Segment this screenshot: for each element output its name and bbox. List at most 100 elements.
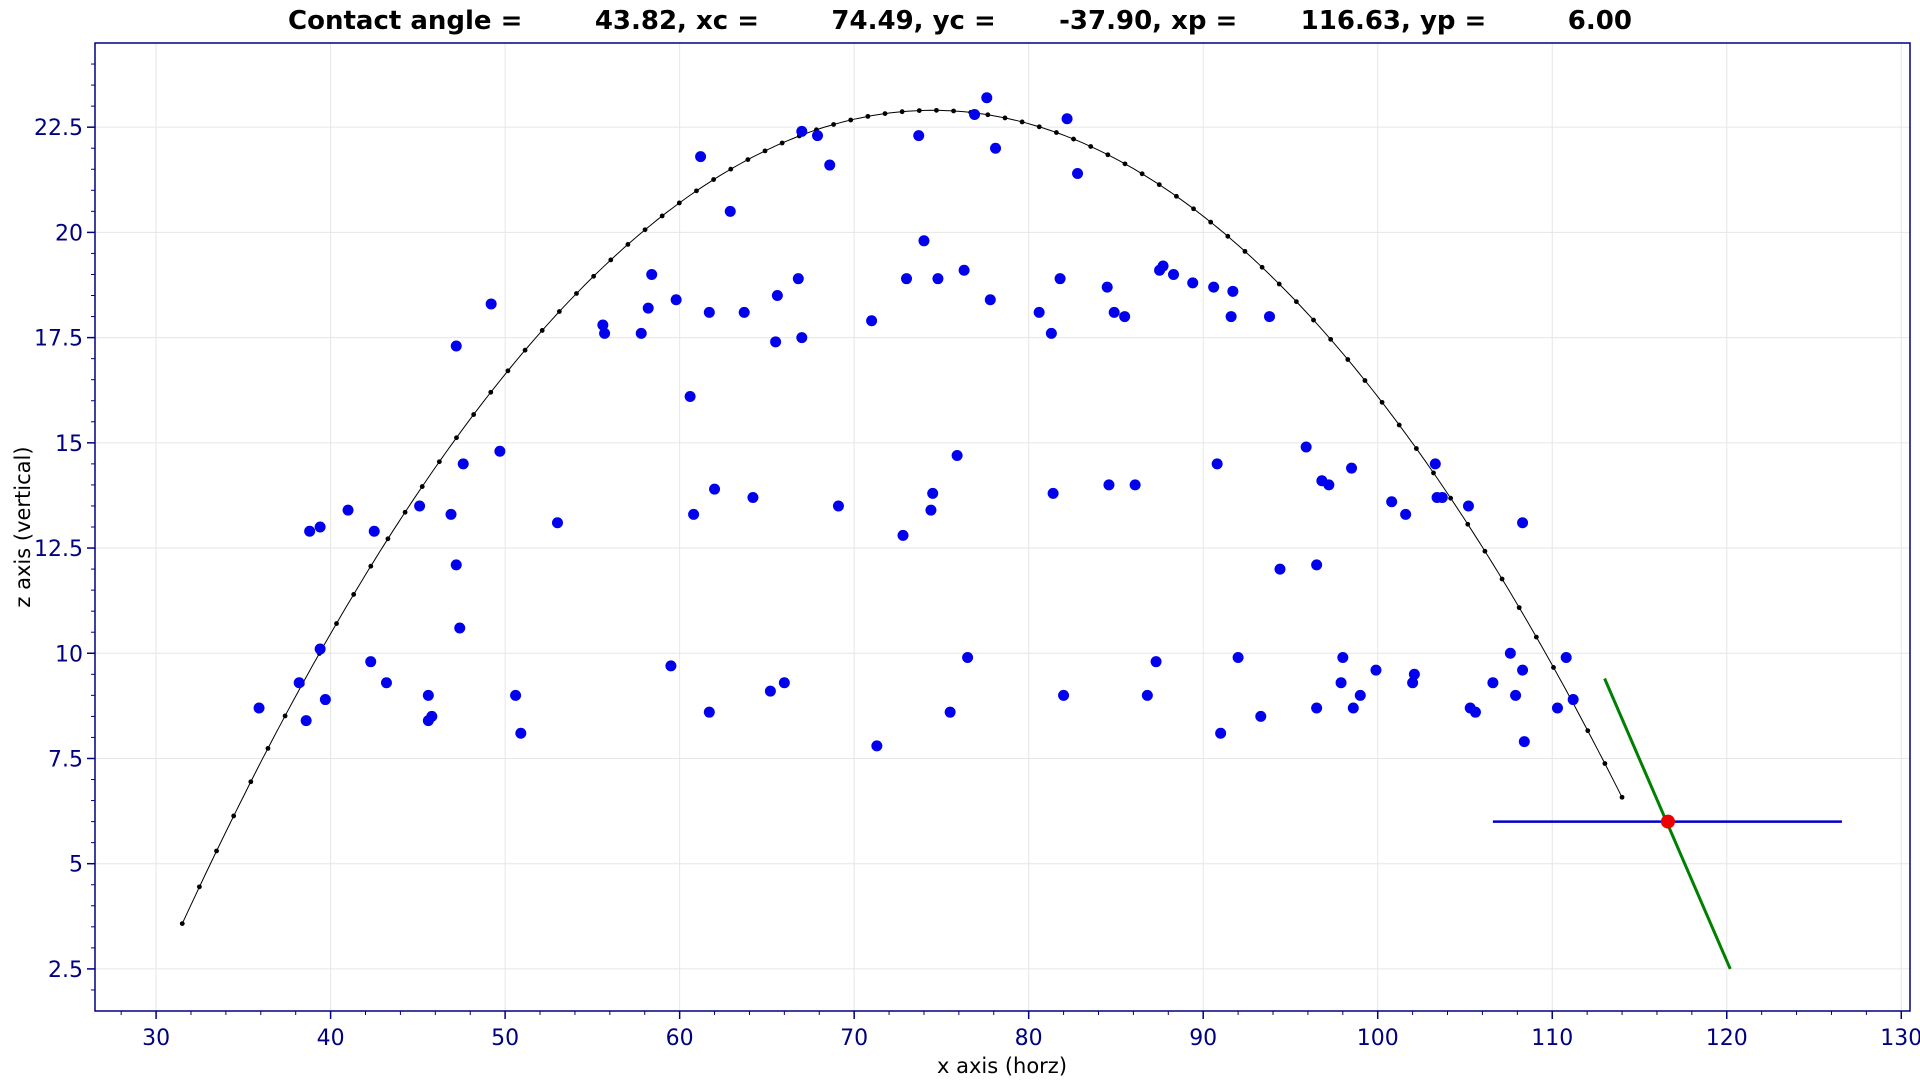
fit-curve-marker <box>1499 576 1505 582</box>
data-point <box>342 504 354 516</box>
x-tick-label: 50 <box>491 1026 519 1051</box>
y-tick-label: 22.5 <box>34 116 83 141</box>
data-point <box>293 677 305 689</box>
fit-curve-marker <box>745 157 751 162</box>
fit-curve-marker <box>385 536 391 542</box>
data-point <box>1150 656 1162 668</box>
x-axis-label: x axis (horz) <box>937 1054 1067 1078</box>
fit-curve-marker <box>574 291 579 296</box>
grid-lines <box>95 43 1910 1011</box>
fit-curve-marker <box>1413 446 1419 451</box>
fit-curve-marker <box>1362 378 1368 383</box>
fit-curve-marker <box>1431 470 1436 476</box>
data-point <box>1337 651 1349 663</box>
data-point <box>1103 479 1115 491</box>
data-point <box>314 521 326 533</box>
data-point <box>485 298 497 310</box>
data-point <box>510 689 522 701</box>
data-point <box>665 660 677 672</box>
data-point <box>1386 496 1398 508</box>
fit-curve-marker <box>1448 495 1454 501</box>
fit-curve-marker <box>368 563 374 569</box>
fit-curve-marker <box>934 107 939 113</box>
fit-curve-marker <box>711 177 717 182</box>
data-point <box>747 492 759 504</box>
fit-curve-marker <box>951 108 956 114</box>
data-point <box>925 504 937 516</box>
data-point <box>1274 563 1286 575</box>
data-point <box>1408 668 1420 680</box>
fit-curve-marker <box>1071 136 1076 142</box>
fit-curve-marker <box>625 241 631 247</box>
data-point <box>1346 462 1358 474</box>
fit-curve-marker <box>1173 193 1179 199</box>
x-tick-label: 40 <box>317 1026 345 1051</box>
data-point <box>1264 311 1276 323</box>
data-point <box>764 685 776 697</box>
fit-curve-marker <box>351 592 357 597</box>
data-point <box>450 340 462 352</box>
data-point <box>990 142 1002 154</box>
data-point <box>796 332 808 344</box>
fit-curve-marker <box>214 848 219 854</box>
fit-curve-marker <box>1482 548 1488 554</box>
data-point <box>1407 677 1419 689</box>
fit-curve-marker <box>831 122 836 127</box>
fit-curve <box>179 107 1625 926</box>
fit-curve-marker <box>882 111 888 116</box>
axes: 30 40 50 60 70 80 90 100 110 120 130 2.5 5 7.5 10 12.5 1… <box>34 63 1920 1051</box>
data-point <box>1300 441 1312 453</box>
fit-curve-marker <box>1533 634 1539 640</box>
fit-curve-marker <box>985 112 991 118</box>
data-point <box>1517 517 1529 529</box>
data-point <box>494 445 506 457</box>
data-point <box>866 315 878 327</box>
fit-curve-marker <box>1054 130 1059 135</box>
x-tick-label: 120 <box>1706 1026 1748 1051</box>
fit-curve-marker <box>1259 264 1265 270</box>
chart-title: Contact angle = 43.82, xc = 74.49, yc = … <box>288 6 1632 36</box>
data-point <box>709 483 721 495</box>
data-point <box>927 487 939 499</box>
data-point <box>1335 677 1347 689</box>
data-point <box>597 319 609 331</box>
fit-curve-marker <box>1225 233 1231 239</box>
data-point <box>962 651 974 663</box>
data-point <box>635 327 647 339</box>
y-tick-label: 15 <box>55 432 83 457</box>
data-point <box>901 273 913 285</box>
fit-curve-marker <box>1105 152 1111 158</box>
data-point <box>515 727 527 739</box>
fit-curve-marker <box>471 412 477 417</box>
data-point <box>253 702 265 714</box>
data-point <box>824 159 836 171</box>
data-point <box>703 306 715 318</box>
data-points <box>253 92 1579 752</box>
fit-curve-marker <box>1276 281 1282 287</box>
data-point <box>1487 677 1499 689</box>
fit-curve-marker <box>591 273 597 279</box>
data-point <box>695 151 707 163</box>
data-point <box>1061 113 1073 125</box>
fit-curve-marker <box>1328 336 1334 342</box>
fit-curve-marker <box>1465 521 1471 527</box>
data-point <box>1400 508 1412 520</box>
fit-curve-marker <box>179 921 185 926</box>
data-point <box>1504 647 1516 659</box>
data-point <box>426 710 438 722</box>
x-tick-label: 80 <box>1015 1026 1043 1051</box>
fit-curve-marker <box>1293 299 1299 305</box>
fit-curve-marker <box>1088 144 1094 149</box>
fit-curve-marker <box>1551 665 1556 670</box>
x-tick-label: 110 <box>1531 1026 1573 1051</box>
data-point <box>832 500 844 512</box>
fit-curve-marker <box>762 148 768 154</box>
data-point <box>918 235 930 247</box>
fit-curve-marker <box>779 140 785 146</box>
data-point <box>1047 487 1059 499</box>
data-point <box>422 689 434 701</box>
data-point <box>1323 479 1335 491</box>
data-point <box>1232 651 1244 663</box>
data-point <box>897 529 909 541</box>
data-point <box>871 740 883 752</box>
